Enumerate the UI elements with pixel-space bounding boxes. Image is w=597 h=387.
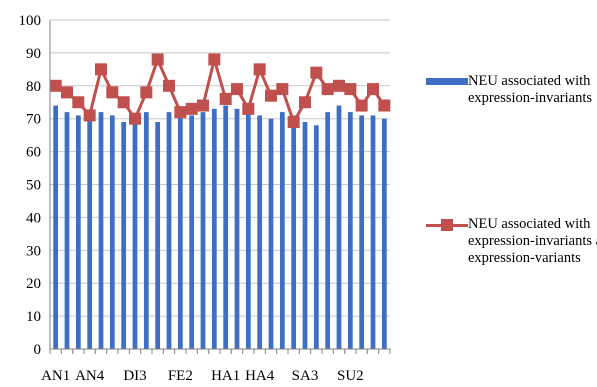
bar-series xyxy=(53,105,387,350)
y-tick-label: 20 xyxy=(26,276,41,292)
line-marker xyxy=(219,92,232,105)
bar xyxy=(359,115,365,349)
bar xyxy=(279,112,285,350)
x-tick-label: HA4 xyxy=(245,368,275,384)
y-tick-label: 60 xyxy=(26,145,41,161)
y-tick-label: 30 xyxy=(26,243,41,259)
x-tick-labels: AN1 AN4 DI3 FE2 HA1 HA4 SA3 SU2 xyxy=(41,368,364,384)
line-marker xyxy=(276,83,289,96)
bar xyxy=(325,112,331,350)
bar xyxy=(87,118,93,349)
y-tick-labels: 0 10 20 30 40 50 60 70 80 90 100 xyxy=(19,13,42,358)
bar xyxy=(245,112,251,350)
line-marker xyxy=(287,115,300,128)
line-marker xyxy=(208,53,221,66)
line-marker xyxy=(253,63,266,76)
bar xyxy=(223,105,229,349)
y-tick-label: 50 xyxy=(26,178,41,194)
gridlines xyxy=(50,19,390,317)
x-tick-label: SU2 xyxy=(337,368,364,384)
bar xyxy=(109,115,115,349)
line-marker xyxy=(72,96,85,109)
bar xyxy=(291,115,297,349)
y-tick-label: 10 xyxy=(26,309,41,325)
line-marker xyxy=(355,99,368,112)
line-marker xyxy=(83,109,96,122)
bar xyxy=(121,121,127,350)
bar xyxy=(211,108,217,349)
legend-item-line: NEU associated with expression-invariant… xyxy=(424,216,597,267)
line-marker xyxy=(163,79,175,92)
x-tick-label: FE2 xyxy=(168,368,193,384)
bar xyxy=(381,118,387,349)
bar xyxy=(370,115,376,349)
bar xyxy=(177,108,183,349)
line-marker xyxy=(61,86,73,99)
bar xyxy=(75,115,81,349)
y-tick-label: 100 xyxy=(19,13,42,29)
bar xyxy=(302,121,308,350)
line-marker xyxy=(95,63,107,76)
line-series xyxy=(49,53,391,128)
y-tick-label: 90 xyxy=(26,46,41,62)
bar xyxy=(200,112,206,350)
y-tick-label: 40 xyxy=(26,210,41,226)
line-marker xyxy=(151,53,164,66)
bar xyxy=(132,118,138,349)
line-marker xyxy=(333,79,345,92)
line-marker xyxy=(378,99,391,112)
line-marker xyxy=(185,102,198,115)
bar xyxy=(336,105,342,349)
line-marker xyxy=(242,102,255,115)
bar xyxy=(155,121,161,350)
y-tick-label: 70 xyxy=(26,112,41,128)
bar xyxy=(98,112,104,350)
line-marker xyxy=(49,79,62,92)
bar xyxy=(189,115,195,349)
legend-item-bar: NEU associated with expression-invariant… xyxy=(424,73,597,107)
x-tick-label: AN4 xyxy=(75,368,105,384)
legend-swatch-bar xyxy=(426,78,468,85)
legend-label-bar: NEU associated with expression-invariant… xyxy=(468,73,593,106)
line-marker xyxy=(310,66,323,79)
axes xyxy=(49,20,391,354)
legend-label-line: NEU associated with expression-invariant… xyxy=(468,216,597,266)
bar xyxy=(313,125,319,349)
x-tick-label: SA3 xyxy=(292,368,319,384)
line-marker xyxy=(197,99,209,112)
line-marker xyxy=(117,96,130,109)
bar xyxy=(64,112,70,350)
line-marker xyxy=(265,89,277,102)
bar xyxy=(347,112,353,350)
line-marker xyxy=(129,112,141,125)
line-marker xyxy=(344,83,357,96)
bar xyxy=(53,105,59,349)
line-marker xyxy=(231,83,243,96)
line-marker xyxy=(174,106,187,119)
legend-swatch-marker xyxy=(441,219,453,231)
bar xyxy=(143,112,149,350)
line-marker xyxy=(321,83,334,96)
bar xyxy=(166,112,172,350)
x-tick-label: HA1 xyxy=(211,368,240,384)
y-tick-label: 80 xyxy=(26,79,41,95)
line-marker xyxy=(367,83,379,96)
bar xyxy=(257,115,263,349)
y-tick-label: 0 xyxy=(34,342,42,358)
line-marker xyxy=(140,86,153,99)
bar xyxy=(268,118,274,349)
x-tick-label: DI3 xyxy=(123,368,146,384)
x-tick-label: AN1 xyxy=(41,368,70,384)
line-marker xyxy=(106,86,119,99)
bar xyxy=(234,108,240,349)
line-marker xyxy=(299,96,311,109)
